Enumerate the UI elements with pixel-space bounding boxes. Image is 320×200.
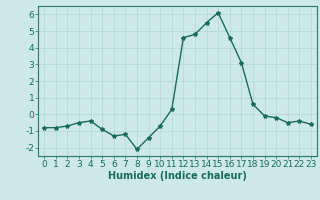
X-axis label: Humidex (Indice chaleur): Humidex (Indice chaleur)	[108, 171, 247, 181]
